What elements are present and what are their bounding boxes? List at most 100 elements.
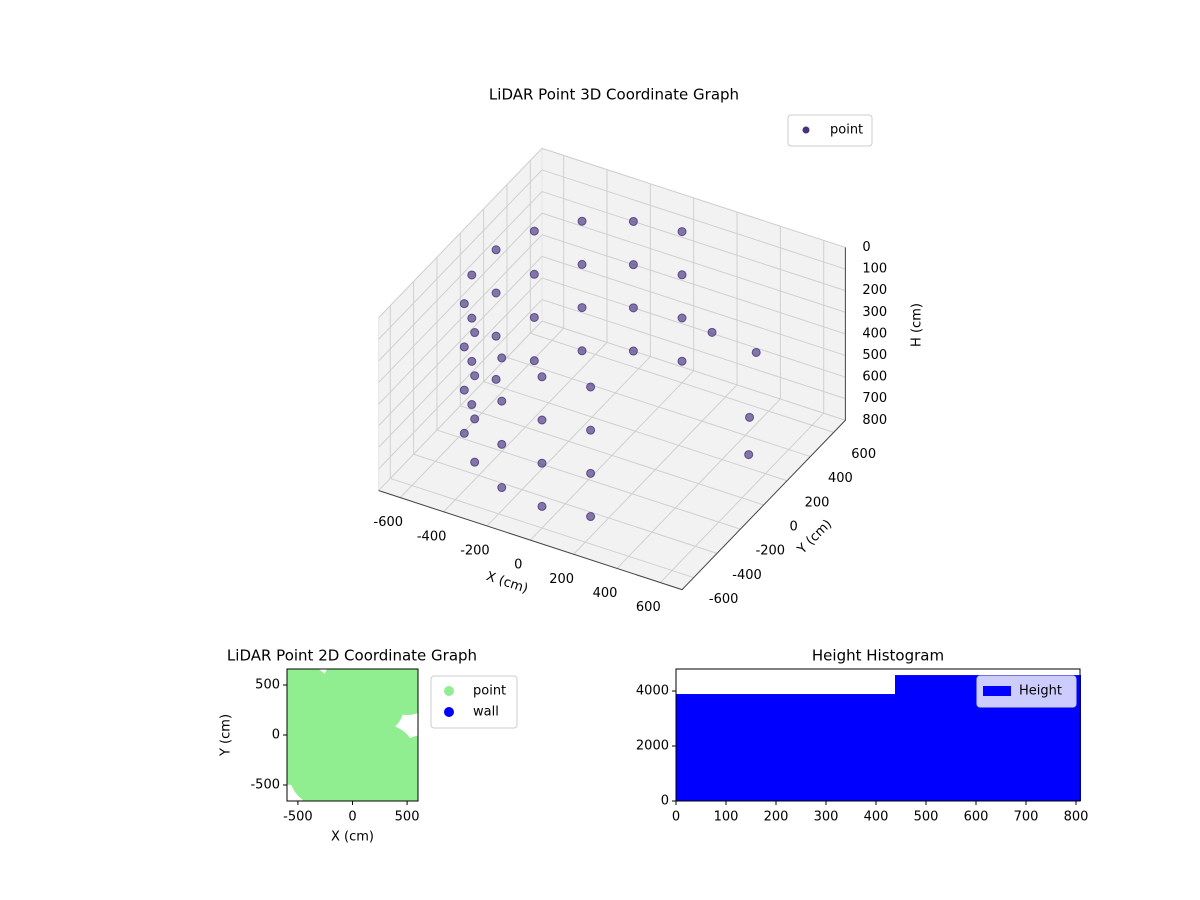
legend-label: point — [830, 123, 863, 138]
point — [497, 439, 507, 449]
point — [467, 313, 477, 323]
point — [628, 216, 638, 226]
point — [707, 327, 717, 337]
grid-line — [378, 320, 543, 491]
grid-line — [541, 255, 846, 356]
x-tick-label: -600 — [374, 515, 404, 530]
point — [467, 270, 477, 280]
legend-swatch — [983, 686, 1011, 696]
z-tick-label: 0 — [862, 240, 870, 255]
point — [529, 226, 539, 236]
point — [529, 269, 539, 279]
grid-line — [378, 277, 543, 448]
z-axis-label: H (cm) — [910, 303, 925, 347]
chart-title: LiDAR Point 2D Coordinate Graph — [227, 647, 477, 665]
point — [677, 227, 687, 237]
point — [338, 669, 399, 725]
point — [467, 400, 477, 410]
z-tick-label: 700 — [862, 391, 887, 406]
legend-marker — [444, 707, 454, 717]
point — [628, 260, 638, 270]
x-tick-label: -200 — [460, 543, 490, 558]
point — [628, 303, 638, 313]
x-tick-label: 300 — [814, 810, 839, 825]
point — [537, 415, 547, 425]
y-tick-label: 0 — [790, 519, 798, 534]
point — [677, 356, 687, 366]
z-tick-label: 200 — [862, 283, 887, 298]
point — [459, 428, 469, 438]
point — [577, 216, 587, 226]
grid-line — [390, 477, 694, 579]
x-tick-label: -500 — [283, 810, 313, 825]
x-tick-label: 400 — [593, 586, 618, 601]
y-tick-label: 400 — [828, 471, 853, 486]
point — [497, 396, 507, 406]
point — [586, 425, 596, 435]
x-tick-label: 600 — [636, 600, 661, 615]
chart-title: LiDAR Point 3D Coordinate Graph — [489, 86, 739, 104]
x-tick-label: 0 — [672, 810, 680, 825]
legend-marker — [802, 126, 810, 134]
x-tick-label: -400 — [417, 529, 447, 544]
point — [537, 458, 547, 468]
point — [327, 725, 388, 785]
legend-label: wall — [473, 705, 499, 720]
point — [529, 356, 539, 366]
grid-line — [541, 147, 846, 248]
bar — [676, 694, 895, 801]
point — [491, 288, 501, 298]
point — [470, 371, 480, 381]
chart-title: Height Histogram — [812, 647, 944, 665]
grid-line — [541, 212, 846, 313]
y-tick-label: -400 — [732, 568, 762, 583]
x-axis-label: X (cm) — [331, 830, 374, 845]
point — [467, 356, 477, 366]
legend-marker — [444, 686, 454, 696]
grid-line — [378, 212, 543, 383]
point — [677, 270, 687, 280]
x-tick-label: 500 — [395, 810, 420, 825]
point — [497, 353, 507, 363]
grid-line — [378, 299, 543, 470]
point — [470, 414, 480, 424]
point — [586, 382, 596, 392]
point — [529, 312, 539, 322]
x-tick-label: 100 — [714, 810, 739, 825]
grid-line — [541, 277, 846, 378]
grid-line — [460, 405, 764, 506]
grid-line — [378, 169, 543, 340]
y-tick-label: 0 — [272, 728, 280, 743]
grid-line — [378, 234, 543, 405]
y-tick-label: -600 — [709, 592, 739, 607]
point — [586, 468, 596, 478]
point — [491, 245, 501, 255]
grid-line — [483, 381, 788, 482]
grid-line — [378, 255, 543, 427]
y-tick-label: 600 — [851, 447, 876, 462]
point — [751, 347, 761, 357]
point — [470, 457, 480, 467]
point — [577, 303, 587, 313]
point — [586, 512, 596, 522]
legend-label: point — [473, 684, 506, 699]
x-tick-label: 200 — [764, 810, 789, 825]
legend-box — [787, 114, 873, 147]
legend-box — [976, 675, 1077, 708]
grid-line — [378, 147, 543, 319]
z-tick-label: 600 — [862, 370, 887, 385]
point — [459, 299, 469, 309]
point — [497, 483, 507, 493]
axis-line — [378, 247, 846, 591]
point — [537, 372, 547, 382]
point — [491, 331, 501, 341]
y-tick-label: 500 — [255, 678, 280, 693]
x-tick-label: 500 — [914, 810, 939, 825]
point — [470, 328, 480, 338]
y-tick-label: 200 — [805, 495, 830, 510]
point — [459, 342, 469, 352]
x-tick-label: 800 — [1064, 810, 1089, 825]
z-tick-label: 800 — [862, 413, 887, 428]
x-tick-label: 700 — [1014, 810, 1039, 825]
point — [745, 412, 755, 422]
